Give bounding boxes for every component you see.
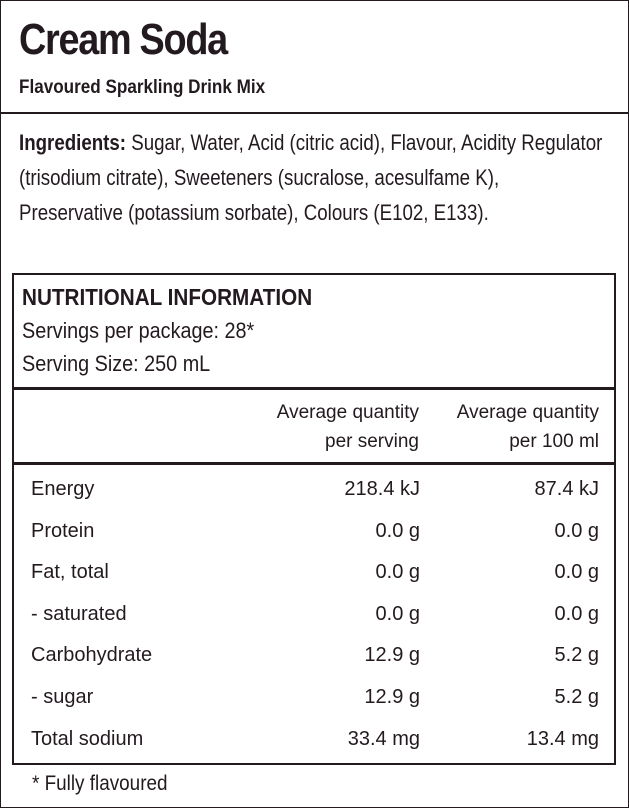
value-per-100ml: 5.2 g bbox=[554, 644, 599, 667]
value-per-serving: 0.0 g bbox=[375, 561, 420, 584]
value-per-100ml: 87.4 kJ bbox=[534, 478, 599, 500]
nutrition-panel: NUTRITIONAL INFORMATION Servings per pac… bbox=[12, 273, 616, 765]
nutrient-name: Total sodium bbox=[31, 727, 144, 750]
table-row: Total sodium 33.4 mg 13.4 mg bbox=[14, 720, 614, 762]
value-per-serving: 33.4 mg bbox=[347, 727, 420, 750]
footnote: * Fully flavoured bbox=[32, 772, 168, 795]
nutrient-name: Fat, total bbox=[31, 561, 109, 584]
table-row: Protein 0.0 g 0.0 g bbox=[14, 512, 614, 554]
nutrition-heading: NUTRITIONAL INFORMATION bbox=[22, 284, 313, 310]
column-header-per-100ml-line2: per 100 ml bbox=[509, 431, 599, 452]
ingredients-label: Ingredients: bbox=[19, 130, 127, 155]
nutrient-name: Protein bbox=[31, 519, 95, 542]
value-per-100ml: 5.2 g bbox=[554, 685, 599, 708]
nutrient-name: - saturated bbox=[31, 602, 127, 625]
value-per-serving: 12.9 g bbox=[364, 644, 420, 667]
value-per-100ml: 0.0 g bbox=[554, 561, 599, 584]
columns-divider bbox=[14, 462, 614, 465]
product-title: Cream Soda bbox=[19, 15, 228, 64]
value-per-serving: 0.0 g bbox=[375, 602, 420, 625]
value-per-serving: 218.4 kJ bbox=[344, 478, 420, 500]
table-row: Fat, total 0.0 g 0.0 g bbox=[14, 553, 614, 595]
nutrient-name: - sugar bbox=[31, 685, 94, 708]
value-per-100ml: 0.0 g bbox=[554, 602, 599, 625]
column-header-per-serving-line1: Average quantity bbox=[276, 402, 419, 423]
table-row: - sugar 12.9 g 5.2 g bbox=[14, 678, 614, 720]
column-header-per-serving-line2: per serving bbox=[325, 431, 419, 452]
value-per-100ml: 0.0 g bbox=[554, 519, 599, 542]
nutrient-name: Energy bbox=[31, 478, 95, 500]
value-per-100ml: 13.4 mg bbox=[526, 727, 599, 750]
column-header-per-100ml-line1: Average quantity bbox=[456, 402, 599, 423]
value-per-serving: 0.0 g bbox=[375, 519, 420, 542]
table-row: - saturated 0.0 g 0.0 g bbox=[14, 595, 614, 637]
value-per-serving: 12.9 g bbox=[364, 685, 420, 708]
header-divider bbox=[14, 387, 614, 390]
column-header-per-100ml: Average quantity per 100 ml bbox=[409, 398, 599, 456]
nutrition-header: NUTRITIONAL INFORMATION Servings per pac… bbox=[14, 275, 614, 387]
nutrient-name: Carbohydrate bbox=[31, 644, 153, 667]
product-subtitle: Flavoured Sparkling Drink Mix bbox=[19, 77, 266, 98]
ingredients-text: Sugar, Water, Acid (citric acid), Flavou… bbox=[19, 130, 603, 225]
table-row: Carbohydrate 12.9 g 5.2 g bbox=[14, 636, 614, 678]
column-header-per-serving: Average quantity per serving bbox=[229, 398, 419, 456]
ingredients-statement: Ingredients: Sugar, Water, Acid (citric … bbox=[19, 125, 606, 230]
table-row: Energy 218.4 kJ 87.4 kJ bbox=[14, 470, 614, 512]
serving-size: Serving Size: 250 mL bbox=[22, 351, 211, 376]
servings-per-package: Servings per package: 28* bbox=[22, 318, 255, 343]
nutrition-rows: Energy 218.4 kJ 87.4 kJ Protein 0.0 g 0.… bbox=[14, 470, 614, 761]
divider bbox=[1, 112, 629, 114]
